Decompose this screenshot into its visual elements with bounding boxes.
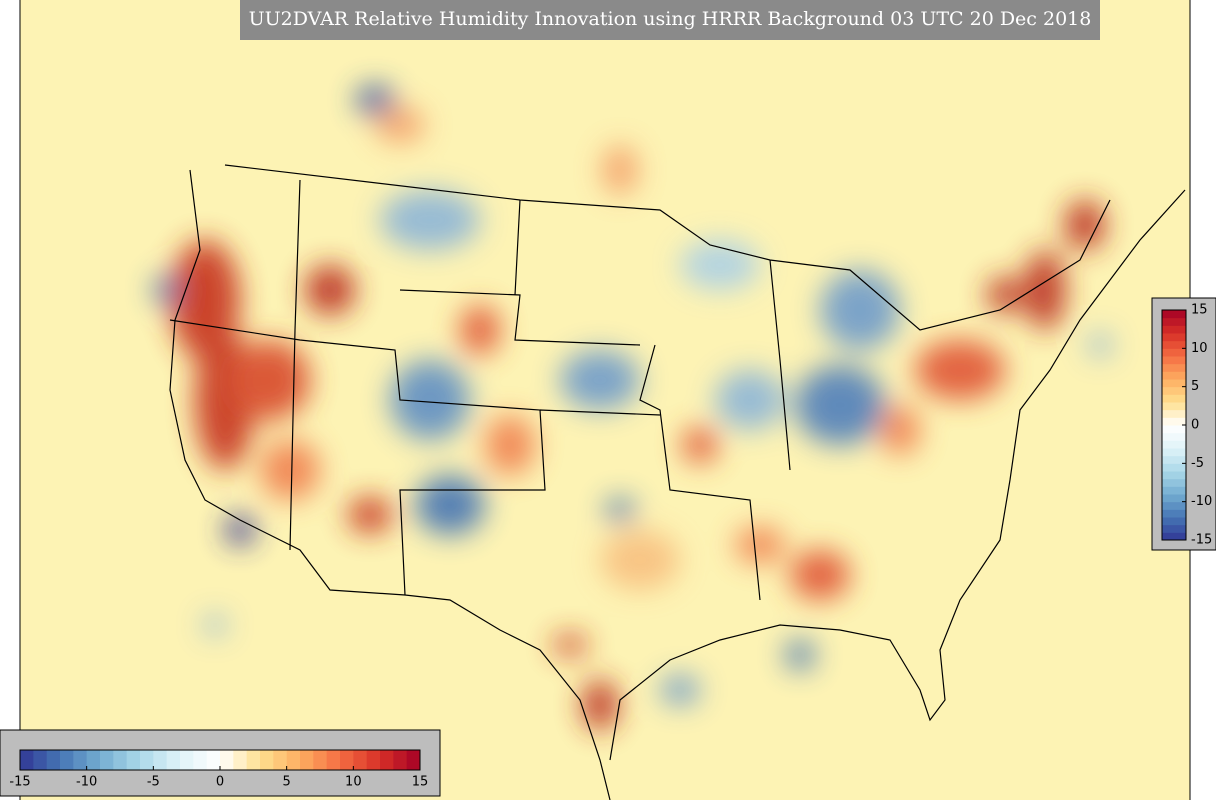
colorbar-segment [20, 750, 34, 770]
colorbar-segment [313, 750, 328, 770]
colorbar-segment [286, 750, 301, 770]
colorbar-segment [33, 750, 48, 770]
colorbar-segment [1162, 432, 1186, 441]
colorbar-segment [1162, 509, 1186, 518]
tick-label: -5 [1191, 456, 1204, 471]
colorbar-segment [220, 750, 234, 770]
colorbar-segment [380, 750, 394, 770]
colorbar-segment [153, 750, 168, 770]
tick-label: 5 [283, 775, 291, 790]
colorbar-segment [1162, 478, 1186, 487]
colorbar-segment [353, 750, 368, 770]
colorbar-segment [366, 750, 381, 770]
colorbar-segment [86, 750, 101, 770]
colorbar-segment [326, 750, 341, 770]
colorbar-segment [233, 750, 248, 770]
tick-label: 15 [1191, 303, 1208, 318]
colorbar-segment [260, 750, 274, 770]
colorbar-segment [73, 750, 88, 770]
colorbar-segment [246, 750, 261, 770]
colorbar-segment [1162, 440, 1186, 449]
colorbar-segment [1162, 532, 1186, 541]
colorbar-segment [1162, 425, 1186, 434]
colorbar-segment [1162, 325, 1186, 334]
tick-label: -10 [76, 775, 97, 790]
colorbar-segment [1162, 386, 1186, 395]
colorbar-segment [1162, 486, 1186, 495]
colorbar-segment [1162, 494, 1186, 503]
colorbar-segment [113, 750, 128, 770]
colorbar-segment [1162, 455, 1186, 464]
tick-label: -5 [147, 775, 160, 790]
colorbar-segment [193, 750, 208, 770]
colorbar-segment [1162, 501, 1186, 510]
colorbar-segment [1162, 363, 1186, 372]
tick-label: 10 [1191, 341, 1208, 356]
colorbar-segment [1162, 417, 1186, 426]
colorbar-segment [206, 750, 221, 770]
colorbar-segment [1162, 448, 1186, 457]
colorbar-segment [1162, 379, 1186, 388]
colorbar-segment [46, 750, 61, 770]
colorbar-segment [1162, 371, 1186, 380]
title-box [240, 0, 1100, 40]
tick-label: 10 [345, 775, 362, 790]
colorbar-segment [300, 750, 314, 770]
colorbar-segment [1162, 356, 1186, 365]
colorbar-segment [1162, 471, 1186, 480]
colorbar-segment [166, 750, 181, 770]
colorbar-segment [180, 750, 194, 770]
colorbars: -15 -15 -10 -10 -5 -5 0 0 5 5 10 10 15 15 [9, 303, 1212, 790]
colorbar-segment [1162, 340, 1186, 349]
map-title: UU2DVAR Relative Humidity Innovation usi… [249, 8, 1092, 30]
colorbar-segment [1162, 394, 1186, 403]
colorbar-segment [1162, 409, 1186, 418]
tick-label: 5 [1191, 379, 1199, 394]
colorbar-segment [1162, 317, 1186, 326]
boundaries [169, 164, 1186, 800]
colorbar-segment [340, 750, 354, 770]
tick-label: 15 [412, 775, 429, 790]
colorbar-segment [273, 750, 288, 770]
tick-label: -10 [1191, 494, 1212, 509]
tick-label: 0 [216, 775, 224, 790]
colorbar-segment [1162, 463, 1186, 472]
colorbar-segment [1162, 524, 1186, 533]
colorbar-segment [1162, 310, 1186, 319]
tick-label: -15 [1191, 533, 1212, 548]
tick-label: 0 [1191, 418, 1199, 433]
colorbar-segment [1162, 348, 1186, 357]
colorbar-segment [140, 750, 154, 770]
humidity-field [153, 85, 1112, 730]
colorbar-segment [406, 750, 421, 770]
colorbar-segment [1162, 402, 1186, 411]
tick-label: -15 [9, 775, 30, 790]
colorbar-segment [60, 750, 74, 770]
colorbar-segment [126, 750, 141, 770]
colorbar-segment [393, 750, 408, 770]
colorbar-segment [100, 750, 114, 770]
colorbar-segment [1162, 333, 1186, 342]
colorbar-segment [1162, 517, 1186, 526]
